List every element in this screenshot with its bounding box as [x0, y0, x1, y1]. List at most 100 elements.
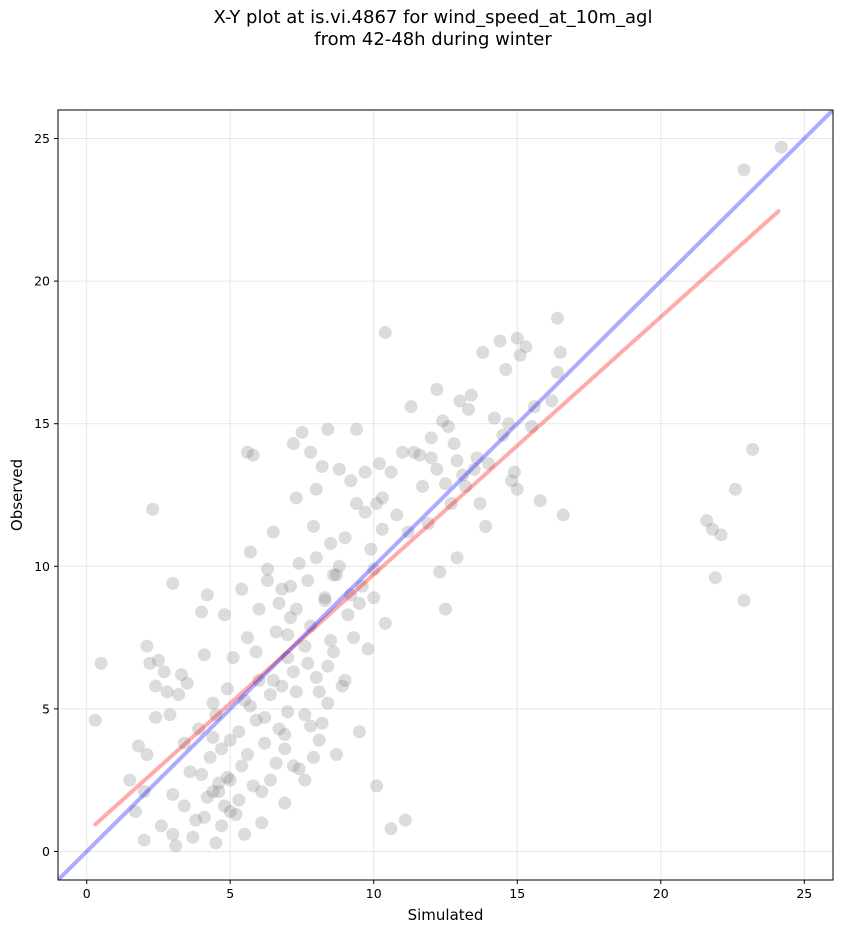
data-point [545, 394, 559, 408]
trend-lines [58, 110, 833, 880]
data-point [315, 716, 329, 730]
data-point [220, 770, 234, 784]
data-point [269, 625, 283, 639]
data-point [163, 708, 177, 722]
data-point [413, 448, 427, 462]
data-point [180, 676, 194, 690]
data-point [350, 422, 364, 436]
data-point [375, 491, 389, 505]
data-point [728, 482, 742, 496]
data-point [378, 616, 392, 630]
data-point [298, 708, 312, 722]
data-point [416, 479, 430, 493]
data-point [344, 474, 358, 488]
data-point [157, 665, 171, 679]
data-point [284, 611, 297, 625]
data-point [329, 568, 343, 582]
data-point [513, 348, 527, 362]
data-point [550, 311, 564, 325]
data-point [275, 582, 289, 596]
data-point [232, 725, 246, 739]
data-point [154, 819, 168, 833]
x-tick-label: 25 [796, 886, 812, 901]
data-point [172, 688, 186, 702]
data-point [243, 699, 257, 713]
data-point [309, 671, 323, 685]
data-point [206, 785, 220, 799]
y-tick-label: 25 [34, 131, 50, 146]
data-point [278, 742, 292, 756]
data-point [281, 628, 295, 642]
data-point [246, 779, 260, 793]
data-point [177, 799, 191, 813]
series-line [58, 110, 833, 880]
data-point [550, 365, 564, 379]
data-point [206, 696, 220, 710]
data-point [238, 693, 252, 707]
data-point [444, 497, 458, 511]
axis-ticks: 0 5 10 15 20 25 0 5 10 15 20 25 [34, 131, 812, 901]
data-point [286, 665, 300, 679]
data-point [292, 762, 306, 776]
data-point [338, 673, 352, 687]
data-point [318, 591, 332, 605]
data-point [439, 602, 452, 616]
data-point [223, 805, 237, 819]
data-point [197, 810, 211, 824]
data-point [301, 574, 315, 588]
data-point [306, 519, 320, 533]
data-point [306, 750, 320, 764]
data-point [375, 522, 389, 536]
data-point [708, 571, 722, 585]
data-point [499, 363, 513, 377]
data-point [439, 477, 452, 491]
data-point [318, 594, 332, 608]
data-point [459, 479, 473, 493]
data-point [467, 462, 481, 476]
data-point [272, 596, 286, 610]
data-point [395, 445, 409, 459]
data-point [232, 793, 246, 807]
data-point [166, 787, 180, 801]
data-point [238, 827, 252, 841]
data-point [206, 730, 220, 744]
data-point [352, 596, 366, 610]
data-point [263, 688, 277, 702]
data-point [88, 713, 102, 727]
data-point [312, 685, 326, 699]
data-point [424, 431, 438, 445]
data-point [384, 822, 398, 836]
data-point [275, 679, 289, 693]
data-point [166, 827, 180, 841]
x-tick-label: 0 [83, 886, 91, 901]
data-point [215, 819, 229, 833]
data-point [556, 508, 570, 522]
data-point [421, 517, 435, 531]
data-point [192, 722, 206, 736]
data-point [378, 325, 392, 339]
data-point [332, 559, 346, 573]
data-point [249, 713, 263, 727]
data-point [364, 542, 378, 556]
data-point [404, 400, 418, 414]
data-point [315, 459, 329, 473]
data-point [450, 551, 464, 565]
data-point [737, 163, 751, 177]
data-point [507, 465, 521, 479]
data-point [298, 773, 312, 787]
data-point [177, 736, 191, 750]
data-point [258, 736, 272, 750]
data-point [505, 474, 519, 488]
data-point [278, 728, 292, 742]
data-point [200, 588, 214, 602]
data-point [493, 334, 507, 348]
data-point [240, 445, 254, 459]
y-tick-label: 20 [34, 274, 50, 289]
data-point [456, 468, 470, 482]
data-point [286, 437, 300, 451]
data-point [347, 631, 361, 645]
data-point [160, 685, 174, 699]
data-point [372, 457, 386, 471]
y-tick-label: 5 [42, 701, 50, 716]
data-point [487, 411, 501, 425]
